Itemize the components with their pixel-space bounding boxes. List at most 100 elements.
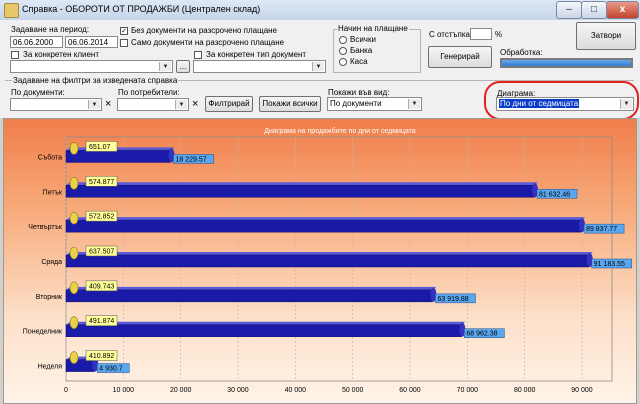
bar <box>65 324 462 337</box>
bar-top-face <box>66 217 586 221</box>
x-tick-label: 40 000 <box>285 387 307 394</box>
coin-icon <box>69 142 79 155</box>
x-tick-label: 70 000 <box>457 387 479 394</box>
value-label: 18 229.57 <box>176 156 207 163</box>
date-from-field[interactable]: 06.06.2000 <box>10 36 63 48</box>
count-label: 491.874 <box>89 318 114 325</box>
chevron-down-icon: ▼ <box>175 100 187 109</box>
show-as-select[interactable]: По документи ▼ <box>327 97 422 111</box>
coin-icon <box>69 281 79 295</box>
client-label: За конкретен клиент <box>23 50 100 59</box>
discount-label: С отстъпка: <box>429 30 473 39</box>
progress-bar <box>501 59 632 67</box>
by-documents-label: По документи: <box>11 88 65 97</box>
bar-end-cap <box>459 322 466 337</box>
chart-title: Диаграма на продажбите по дни от седмица… <box>264 127 416 135</box>
category-label: Петък <box>43 189 63 196</box>
value-label-box <box>536 189 578 199</box>
no-installment-checkbox[interactable]: ✓ <box>120 27 128 35</box>
value-label-box <box>97 363 130 373</box>
bar-end-cap <box>92 357 99 372</box>
count-label: 651.07 <box>89 144 111 151</box>
bar <box>65 254 590 268</box>
bar-end-cap <box>430 287 437 302</box>
doc-type-checkbox[interactable] <box>194 51 202 59</box>
payment-option-all: Всички <box>350 35 376 44</box>
chevron-down-icon: ▼ <box>88 100 100 109</box>
chevron-down-icon: ▼ <box>312 62 324 71</box>
generate-button[interactable]: Генерирай <box>428 46 492 68</box>
value-label-box <box>464 328 505 338</box>
clear-documents-icon[interactable]: × <box>105 98 112 110</box>
filters-legend: Задаване на филтри за изведената справка <box>12 76 179 85</box>
value-label: 89 837.77 <box>586 226 617 233</box>
count-label-box <box>85 245 118 257</box>
count-label-box <box>85 176 118 187</box>
discount-unit: % <box>495 30 503 39</box>
bar-end-cap <box>168 148 175 163</box>
processing-label: Обработка: <box>500 48 543 57</box>
show-all-button[interactable]: Покажи всички <box>259 96 321 112</box>
x-tick-label: 30 000 <box>227 387 249 394</box>
clear-users-icon[interactable]: × <box>192 98 199 110</box>
bar-top-face <box>66 286 437 290</box>
diagram-value: По дни от седмицата <box>499 99 580 108</box>
close-button[interactable]: Затвори <box>576 22 636 50</box>
payment-radio-cash[interactable] <box>339 58 347 66</box>
value-label-box <box>435 293 476 304</box>
filter-button[interactable]: Филтрирай <box>205 96 253 112</box>
client-checkbox[interactable] <box>11 51 19 59</box>
only-installment-checkbox[interactable] <box>120 39 128 47</box>
count-label: 637.507 <box>89 249 114 256</box>
coin-icon <box>69 211 79 225</box>
category-label: Неделя <box>38 364 63 371</box>
by-users-select[interactable]: ▼ <box>117 98 189 111</box>
show-as-value: По документи <box>330 99 382 108</box>
close-window-button[interactable]: x <box>606 1 639 19</box>
progress-track <box>500 58 633 68</box>
diagram-select[interactable]: По дни от седмицата ▼ <box>496 97 634 111</box>
bar-top-face <box>66 147 175 151</box>
payment-option-bank: Банка <box>350 46 373 55</box>
value-label-box <box>173 154 214 164</box>
doc-type-label: За конкретен тип документ <box>206 50 307 59</box>
x-tick-label: 80 000 <box>514 387 536 394</box>
count-label: 409.743 <box>89 283 114 290</box>
category-label: Понеделник <box>23 329 63 336</box>
payment-radio-bank[interactable] <box>339 47 347 55</box>
payment-radio-all[interactable] <box>339 36 347 44</box>
maximize-button[interactable]: □ <box>581 1 607 19</box>
bar-end-cap <box>579 218 586 233</box>
count-label-box <box>85 350 118 361</box>
count-label-box <box>85 315 118 326</box>
x-tick-label: 0 <box>64 387 68 394</box>
chart-area: Диаграма на продажбите по дни от седмица… <box>3 118 637 404</box>
doc-type-select[interactable]: ▼ <box>193 60 326 73</box>
value-label: 68 962.38 <box>466 331 497 338</box>
minimize-button[interactable]: – <box>556 1 582 19</box>
app-icon <box>4 3 19 18</box>
client-select[interactable]: ▼ <box>10 60 173 73</box>
coin-icon <box>69 316 79 330</box>
bar <box>65 289 433 303</box>
only-installment-label: Само документи на разсрочено плащане <box>131 38 285 47</box>
value-label: 4 930.7 <box>99 366 122 373</box>
bar-top-face <box>66 252 593 255</box>
no-installment-label: Без документи на разсрочено плащане <box>131 26 278 35</box>
date-to-field[interactable]: 06.06.2014 <box>65 36 118 48</box>
coin-icon <box>69 246 79 260</box>
title-bar: Справка - ОБОРОТИ ОТ ПРОДАЖБИ (Централен… <box>0 0 640 21</box>
category-label: Сряда <box>41 259 62 266</box>
discount-field[interactable] <box>470 28 492 40</box>
coin-icon <box>69 351 79 364</box>
x-tick-label: 60 000 <box>399 387 421 394</box>
chevron-down-icon: ▼ <box>408 99 420 109</box>
x-tick-label: 90 000 <box>571 387 593 394</box>
count-label: 410.892 <box>89 353 114 360</box>
value-label: 63 919.88 <box>437 296 468 303</box>
client-browse-button[interactable]: ... <box>176 60 190 73</box>
chevron-down-icon: ▼ <box>159 62 171 71</box>
value-label-box <box>591 258 633 269</box>
filters-divider <box>5 80 634 81</box>
by-documents-select[interactable]: ▼ <box>10 98 102 111</box>
